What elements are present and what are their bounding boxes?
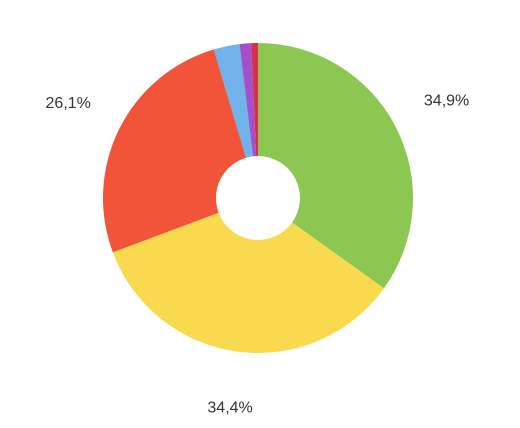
donut-slice — [112, 212, 384, 353]
slice-label: 26,1% — [46, 95, 91, 112]
slice-label: 34,9% — [424, 92, 469, 109]
donut-slice — [103, 49, 247, 253]
slice-label: 34,4% — [207, 399, 252, 416]
donut-slice — [251, 43, 258, 157]
donut-slice — [213, 44, 253, 158]
donut-slice — [258, 43, 414, 289]
donut-slice — [239, 43, 257, 157]
